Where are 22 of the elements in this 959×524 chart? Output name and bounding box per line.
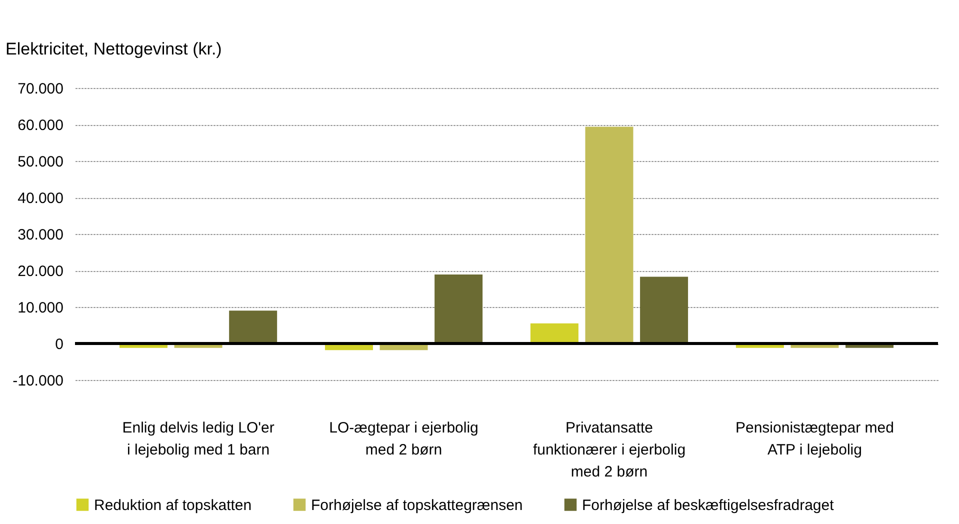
x-tick-label: LO-ægtepar i ejerbolig med 2 børn: [329, 420, 478, 458]
x-tick-label: Pensionistægtepar med ATP i lejebolig: [735, 420, 894, 458]
legend-label: Forhøjelse af topskattegrænsen: [311, 496, 523, 514]
bar: [585, 126, 634, 344]
bar: [434, 274, 483, 344]
y-tick-label: 10.000: [18, 300, 64, 316]
y-axis-title: Elektricitet, Nettogevinst (kr.): [6, 40, 222, 58]
y-tick-label: 70.000: [18, 80, 64, 98]
x-tick-label: Enlig delvis ledig LO'er i lejebolig med 1 barn: [122, 420, 274, 458]
y-tick-label: 50.000: [18, 154, 64, 170]
y-tick-label: 0: [55, 336, 64, 353]
bar: [640, 276, 688, 344]
y-tick-label: 40.000: [18, 190, 64, 207]
legend-label: Reduktion af topskatten: [94, 496, 252, 514]
y-tick-label: 20.000: [18, 263, 64, 280]
legend-label: Forhøjelse af beskæftigelsesfradraget: [582, 496, 835, 514]
bar: [530, 323, 578, 344]
bar: [229, 310, 278, 344]
y-tick-label: 30.000: [18, 226, 64, 244]
y-tick-label: 60.000: [18, 117, 64, 134]
x-tick-label: Privatansatte funktionærer i ejerbolig med 2 børn: [532, 420, 686, 480]
y-tick-label: -10.000: [12, 372, 64, 390]
